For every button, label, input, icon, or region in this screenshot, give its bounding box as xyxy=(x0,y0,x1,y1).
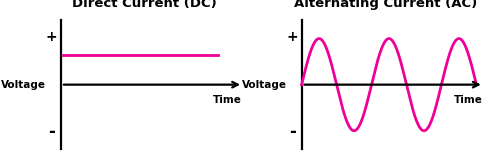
Text: +: + xyxy=(46,30,58,44)
Title: Alternating Current (AC): Alternating Current (AC) xyxy=(294,0,477,10)
Text: Voltage: Voltage xyxy=(2,80,46,90)
Text: -: - xyxy=(48,123,55,141)
Text: Voltage: Voltage xyxy=(242,80,287,90)
Text: +: + xyxy=(286,30,298,44)
Text: Time: Time xyxy=(454,95,482,105)
Text: -: - xyxy=(289,123,296,141)
Title: Direct Current (DC): Direct Current (DC) xyxy=(72,0,217,10)
Text: Time: Time xyxy=(213,95,242,105)
